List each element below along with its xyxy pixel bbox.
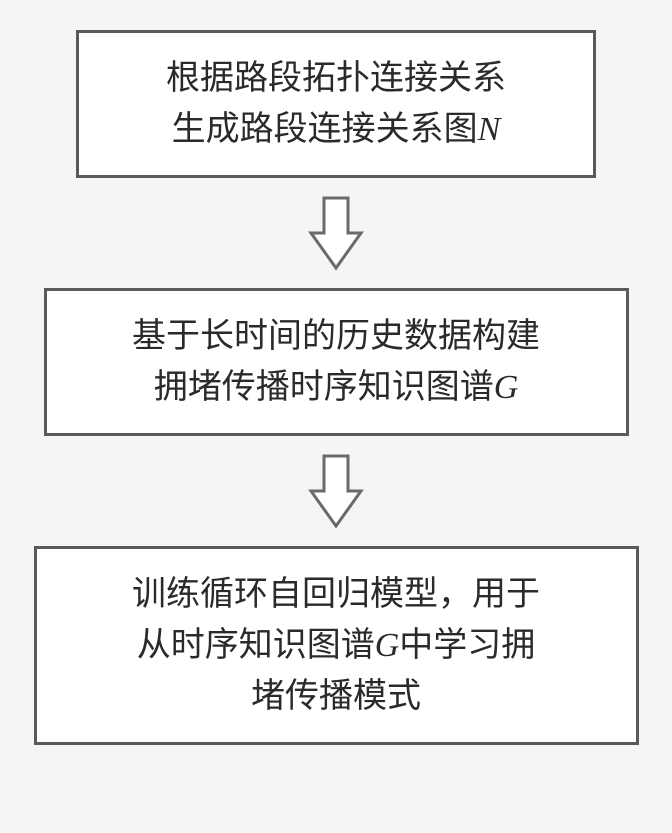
arrow-1 (306, 193, 366, 273)
node1-line2-pre: 生成路段连接关系图 (172, 111, 478, 148)
node2-var: G (494, 369, 519, 406)
node3-var: G (375, 627, 400, 664)
flowchart-node-2: 基于长时间的历史数据构建 拥堵传播时序知识图谱G (44, 288, 629, 436)
node3-line1: 训练循环自回归模型，用于 (132, 576, 540, 613)
node1-line1: 根据路段拓扑连接关系 (166, 60, 506, 97)
node1-var: N (478, 111, 501, 148)
flowchart-node-3: 训练循环自回归模型，用于 从时序知识图谱G中学习拥 堵传播模式 (34, 546, 639, 745)
node3-line3: 堵传播模式 (251, 678, 421, 715)
flowchart-node-1: 根据路段拓扑连接关系 生成路段连接关系图N (76, 30, 596, 178)
node3-line2-post: 中学习拥 (399, 627, 535, 664)
node2-line1: 基于长时间的历史数据构建 (132, 318, 540, 355)
down-arrow-icon (306, 451, 366, 531)
node3-line2-pre: 从时序知识图谱 (137, 627, 375, 664)
node2-line2-pre: 拥堵传播时序知识图谱 (154, 369, 494, 406)
down-arrow-icon (306, 193, 366, 273)
arrow-2 (306, 451, 366, 531)
